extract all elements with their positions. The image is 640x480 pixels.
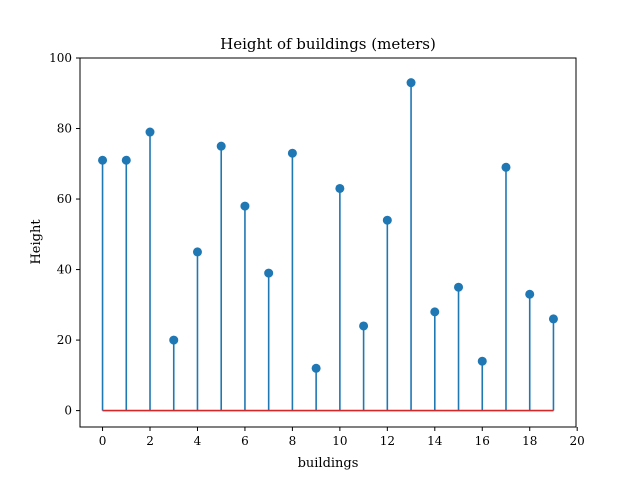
stem-marker [121,155,131,165]
stem-marker [477,356,487,366]
x-axis-label: buildings [298,456,359,471]
y-tick-label: 100 [49,51,72,65]
y-tick-label: 60 [57,192,72,206]
y-tick-label: 80 [57,122,72,136]
stem-marker [264,268,274,278]
stem-marker [359,321,369,331]
stem-marker [287,148,297,158]
stem-marker [216,141,226,151]
x-tick-label: 10 [332,434,347,448]
x-tick-label: 12 [380,434,395,448]
y-tick-label: 40 [57,263,72,277]
x-tick-label: 20 [570,434,585,448]
chart-title: Height of buildings (meters) [220,35,436,53]
stem-marker [406,78,416,88]
x-tick-label: 14 [427,434,443,448]
x-axis: 0 2 4 6 8 10 12 14 16 18 20 [99,427,585,448]
x-tick-label: 6 [241,434,249,448]
stem-marker [430,307,440,317]
x-tick-label: 18 [522,434,537,448]
stem-marker [501,162,511,172]
x-tick-label: 0 [99,434,107,448]
stem-marker [335,183,345,193]
stem-marker [525,289,535,299]
y-tick-label: 0 [64,404,72,418]
x-tick-label: 2 [146,434,154,448]
x-tick-label: 16 [475,434,490,448]
stem-marker [548,314,558,324]
stem-marker [454,282,464,292]
stem-marker [382,215,392,225]
plot-frame [79,57,577,428]
stem-marker [311,363,321,373]
y-axis-label: Height [29,219,44,265]
x-tick-label: 8 [289,434,297,448]
y-axis: 0 20 40 60 80 100 [49,51,80,418]
stem-marker [98,155,108,165]
stem-marker [169,335,179,345]
stem-marker [145,127,155,137]
y-tick-label: 20 [57,333,72,347]
stem-marker [240,201,250,211]
plot-area [98,78,558,412]
x-tick-label: 4 [194,434,202,448]
stem-marker [192,247,202,257]
